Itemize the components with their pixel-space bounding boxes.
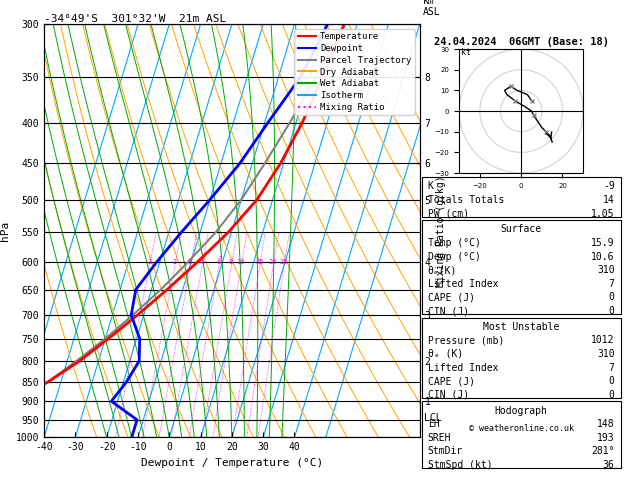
Text: 0: 0 [609, 293, 615, 302]
Text: K: K [428, 181, 433, 191]
Text: 6: 6 [216, 260, 221, 265]
Text: 14: 14 [603, 195, 615, 205]
Text: © weatheronline.co.uk: © weatheronline.co.uk [469, 424, 574, 434]
Text: 310: 310 [597, 349, 615, 359]
Text: 1012: 1012 [591, 335, 615, 346]
Text: Hodograph: Hodograph [495, 406, 548, 416]
Text: Dewp (°C): Dewp (°C) [428, 252, 481, 261]
Text: 36: 36 [603, 460, 615, 470]
Text: 1.05: 1.05 [591, 208, 615, 219]
Text: Surface: Surface [501, 224, 542, 234]
Text: CAPE (J): CAPE (J) [428, 376, 475, 386]
Text: Temp (°C): Temp (°C) [428, 238, 481, 248]
Y-axis label: Mixing Ratio (g/kg): Mixing Ratio (g/kg) [436, 175, 446, 287]
Text: 0: 0 [609, 376, 615, 386]
Text: Lifted Index: Lifted Index [428, 279, 498, 289]
Text: EH: EH [428, 419, 440, 429]
Text: 0: 0 [609, 306, 615, 316]
Text: 310: 310 [597, 265, 615, 275]
Text: 10: 10 [237, 260, 245, 265]
Text: 0: 0 [609, 390, 615, 400]
Bar [421, 401, 621, 469]
Text: 193: 193 [597, 433, 615, 443]
X-axis label: Dewpoint / Temperature (°C): Dewpoint / Temperature (°C) [141, 458, 323, 468]
Legend: Temperature, Dewpoint, Parcel Trajectory, Dry Adiabat, Wet Adiabat, Isotherm, Mi: Temperature, Dewpoint, Parcel Trajectory… [294, 29, 415, 115]
Text: km
ASL: km ASL [423, 0, 440, 17]
Text: StmDir: StmDir [428, 447, 463, 456]
Text: 3: 3 [188, 260, 192, 265]
Text: 148: 148 [597, 419, 615, 429]
Text: 7: 7 [609, 279, 615, 289]
Text: 24.04.2024  06GMT (Base: 18): 24.04.2024 06GMT (Base: 18) [433, 37, 609, 47]
Text: PW (cm): PW (cm) [428, 208, 469, 219]
Text: CIN (J): CIN (J) [428, 390, 469, 400]
Text: -9: -9 [603, 181, 615, 191]
Text: StmSpd (kt): StmSpd (kt) [428, 460, 493, 470]
Text: 4: 4 [199, 260, 204, 265]
Text: 15: 15 [255, 260, 264, 265]
Text: 15.9: 15.9 [591, 238, 615, 248]
Text: CAPE (J): CAPE (J) [428, 293, 475, 302]
Text: θₑ (K): θₑ (K) [428, 349, 463, 359]
Text: 1: 1 [147, 260, 151, 265]
Text: 281°: 281° [591, 447, 615, 456]
Text: Lifted Index: Lifted Index [428, 363, 498, 373]
Text: θₑ(K): θₑ(K) [428, 265, 457, 275]
Text: 2: 2 [172, 260, 177, 265]
Text: Totals Totals: Totals Totals [428, 195, 504, 205]
Text: SREH: SREH [428, 433, 451, 443]
Bar [421, 177, 621, 217]
Text: Most Unstable: Most Unstable [483, 322, 559, 332]
Text: 25: 25 [279, 260, 288, 265]
Text: LCL: LCL [424, 413, 442, 423]
Text: 7: 7 [609, 363, 615, 373]
Text: 10.6: 10.6 [591, 252, 615, 261]
Text: 8: 8 [229, 260, 233, 265]
Text: Pressure (mb): Pressure (mb) [428, 335, 504, 346]
Text: CIN (J): CIN (J) [428, 306, 469, 316]
Text: -34°49'S  301°32'W  21m ASL: -34°49'S 301°32'W 21m ASL [44, 14, 226, 23]
Bar [421, 220, 621, 314]
Y-axis label: hPa: hPa [0, 221, 10, 241]
Bar [421, 318, 621, 398]
Text: 20: 20 [269, 260, 277, 265]
